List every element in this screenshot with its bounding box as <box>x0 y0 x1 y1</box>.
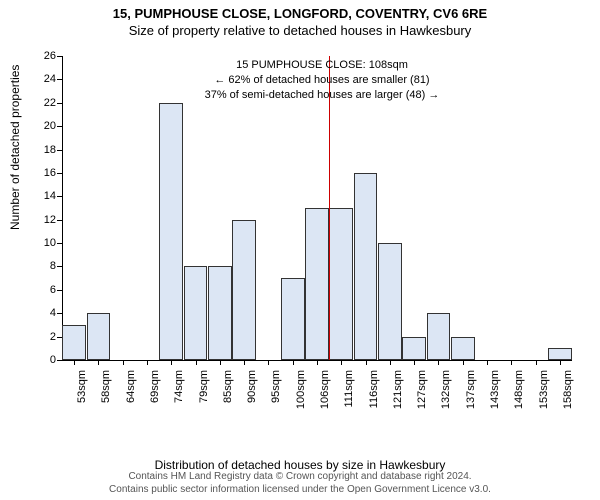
y-tick-label: 4 <box>28 307 56 319</box>
footer: Contains HM Land Registry data © Crown c… <box>0 471 600 496</box>
y-tick-label: 22 <box>28 97 56 109</box>
annotation-box: 15 PUMPHOUSE CLOSE: 108sqm← 62% of detac… <box>182 58 462 103</box>
y-tick <box>57 196 62 197</box>
y-tick-label: 6 <box>28 284 56 296</box>
x-tick-label: 153sqm <box>538 370 550 420</box>
histogram-bar <box>548 348 572 360</box>
x-tick-label: 127sqm <box>416 370 428 420</box>
y-tick-label: 2 <box>28 331 56 343</box>
histogram-bar <box>232 220 256 360</box>
x-tick-label: 79sqm <box>198 370 210 420</box>
y-tick <box>57 103 62 104</box>
y-tick-label: 24 <box>28 73 56 85</box>
x-tick-label: 121sqm <box>392 370 404 420</box>
x-tick-label: 111sqm <box>343 370 355 420</box>
x-tick <box>220 360 221 365</box>
x-tick <box>74 360 75 365</box>
y-tick <box>57 360 62 361</box>
y-tick <box>57 313 62 314</box>
x-tick <box>268 360 269 365</box>
footer-line-1: Contains HM Land Registry data © Crown c… <box>0 471 600 484</box>
histogram-bar <box>87 313 111 360</box>
x-tick <box>147 360 148 365</box>
y-tick <box>57 243 62 244</box>
x-tick-label: 53sqm <box>76 370 88 420</box>
x-tick <box>414 360 415 365</box>
y-tick-label: 0 <box>28 354 56 366</box>
x-tick-label: 90sqm <box>246 370 258 420</box>
histogram-bar <box>378 243 402 360</box>
x-axis-label: Distribution of detached houses by size … <box>0 458 600 472</box>
x-tick <box>438 360 439 365</box>
x-tick <box>171 360 172 365</box>
x-tick <box>244 360 245 365</box>
x-tick-label: 85sqm <box>222 370 234 420</box>
x-tick <box>123 360 124 365</box>
histogram-bar <box>451 337 475 360</box>
x-tick-label: 132sqm <box>440 370 452 420</box>
y-axis-label: Number of detached properties <box>8 65 22 230</box>
page-subtitle: Size of property relative to detached ho… <box>0 23 600 38</box>
histogram-bar <box>281 278 305 360</box>
y-tick <box>57 173 62 174</box>
histogram-bar <box>62 325 86 360</box>
x-tick-label: 158sqm <box>562 370 574 420</box>
x-tick <box>317 360 318 365</box>
y-tick-label: 20 <box>28 120 56 132</box>
page-title: 15, PUMPHOUSE CLOSE, LONGFORD, COVENTRY,… <box>0 6 600 21</box>
histogram-bar <box>354 173 378 360</box>
y-tick <box>57 290 62 291</box>
annotation-line: 15 PUMPHOUSE CLOSE: 108sqm <box>182 58 462 73</box>
histogram-bar <box>305 208 329 360</box>
y-tick <box>57 150 62 151</box>
x-tick-label: 95sqm <box>270 370 282 420</box>
y-tick-label: 26 <box>28 50 56 62</box>
y-tick-label: 8 <box>28 260 56 272</box>
y-axis <box>62 56 63 360</box>
histogram-bar <box>402 337 426 360</box>
x-tick-label: 69sqm <box>149 370 161 420</box>
histogram-bar <box>427 313 451 360</box>
histogram-bar <box>159 103 183 360</box>
x-tick-label: 74sqm <box>173 370 185 420</box>
y-tick <box>57 126 62 127</box>
y-tick-label: 12 <box>28 214 56 226</box>
x-tick <box>560 360 561 365</box>
y-tick <box>57 79 62 80</box>
x-tick-label: 137sqm <box>465 370 477 420</box>
chart-area: 0246810121416182022242653sqm58sqm64sqm69… <box>62 50 572 420</box>
y-tick-label: 14 <box>28 190 56 202</box>
x-tick-label: 143sqm <box>489 370 501 420</box>
x-tick-label: 148sqm <box>513 370 525 420</box>
x-tick <box>511 360 512 365</box>
histogram-bar <box>184 266 208 360</box>
x-tick-label: 106sqm <box>319 370 331 420</box>
x-tick-label: 58sqm <box>100 370 112 420</box>
x-tick <box>536 360 537 365</box>
footer-line-2: Contains public sector information licen… <box>0 484 600 497</box>
y-tick <box>57 56 62 57</box>
annotation-line: 37% of semi-detached houses are larger (… <box>182 88 462 103</box>
y-tick-label: 16 <box>28 167 56 179</box>
x-tick <box>463 360 464 365</box>
histogram-bar <box>208 266 232 360</box>
x-tick <box>293 360 294 365</box>
annotation-line: ← 62% of detached houses are smaller (81… <box>182 73 462 88</box>
x-tick <box>487 360 488 365</box>
x-tick-label: 116sqm <box>368 370 380 420</box>
x-tick <box>341 360 342 365</box>
x-tick <box>390 360 391 365</box>
x-tick-label: 100sqm <box>295 370 307 420</box>
x-tick <box>196 360 197 365</box>
y-tick <box>57 266 62 267</box>
y-tick <box>57 220 62 221</box>
y-tick-label: 10 <box>28 237 56 249</box>
x-tick-label: 64sqm <box>125 370 137 420</box>
histogram-bar <box>329 208 353 360</box>
x-tick <box>98 360 99 365</box>
y-tick-label: 18 <box>28 144 56 156</box>
x-tick <box>366 360 367 365</box>
